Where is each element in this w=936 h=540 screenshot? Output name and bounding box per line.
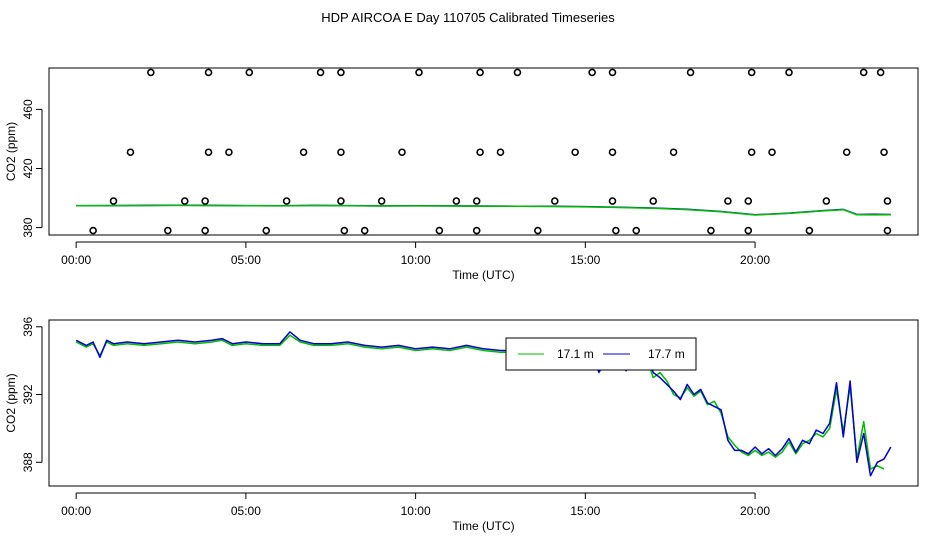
x-tick-label: 15:00	[570, 504, 600, 518]
calibration-point	[747, 68, 756, 77]
calibration-point	[669, 148, 678, 157]
bottom-plot-frame	[48, 319, 919, 487]
y-tick-label: 392	[21, 384, 35, 404]
x-tick-label: 20:00	[740, 253, 770, 267]
top-calibration-points	[89, 68, 892, 235]
calibration-point	[201, 226, 209, 235]
top-y-axis: 380 420 460	[21, 99, 43, 238]
calibration-point	[724, 197, 732, 205]
calibration-point	[340, 226, 349, 235]
calibration-point	[707, 226, 715, 235]
calibration-point	[262, 226, 271, 235]
calibration-point	[282, 197, 291, 205]
x-tick-label: 20:00	[740, 504, 770, 518]
calibration-point	[649, 197, 658, 205]
calibration-point	[612, 226, 620, 235]
calibration-point	[768, 148, 776, 157]
y-tick-label: 460	[21, 99, 35, 119]
calibration-point	[316, 68, 325, 77]
x-tick-label: 00:00	[61, 253, 91, 267]
calibration-point	[472, 226, 481, 235]
bottom-x-axis: 00:00 05:00 10:00 15:00 20:00	[61, 492, 770, 518]
calibration-point	[225, 148, 233, 157]
x-tick-label: 10:00	[401, 504, 431, 518]
calibration-point	[496, 148, 505, 157]
calibration-point	[632, 226, 641, 235]
chart-title: HDP AIRCOA E Day 110705 Calibrated Times…	[321, 10, 615, 25]
calibration-point	[859, 68, 868, 77]
calibration-point	[805, 226, 814, 235]
legend-label-17.7m: 17.7 m	[648, 347, 685, 361]
calibration-point	[880, 148, 888, 157]
calibration-point	[876, 68, 885, 77]
calibration-point	[472, 197, 481, 205]
calibration-point	[476, 68, 484, 77]
top-y-axis-label: CO2 (ppm)	[4, 122, 18, 181]
series-line-blue	[75, 331, 892, 477]
x-tick-label: 00:00	[61, 504, 91, 518]
calibration-point	[513, 68, 522, 77]
calibration-point	[822, 197, 831, 205]
bottom-series	[75, 331, 892, 477]
x-tick-label: 05:00	[231, 504, 261, 518]
calibration-point	[398, 148, 406, 157]
calibration-point	[126, 148, 135, 157]
bottom-y-axis-label: CO2 (ppm)	[4, 373, 18, 432]
calibration-point	[883, 226, 892, 235]
x-tick-label: 10:00	[401, 253, 431, 267]
calibration-point	[147, 68, 155, 77]
top-x-axis: 00:00 05:00 10:00 15:00 20:00	[61, 241, 770, 267]
calibration-point	[608, 68, 617, 77]
calibration-point	[883, 197, 892, 205]
calibration-point	[89, 226, 97, 235]
calibration-point	[452, 197, 461, 205]
calibration-point	[337, 197, 345, 205]
calibration-point	[180, 197, 189, 205]
calibration-point	[415, 68, 423, 77]
calibration-point	[201, 197, 209, 205]
calibration-point	[608, 197, 617, 205]
calibration-point	[571, 148, 579, 157]
calibration-point	[842, 148, 851, 157]
top-plot-frame	[48, 67, 919, 236]
x-tick-label: 15:00	[570, 253, 600, 267]
calibration-point	[588, 68, 596, 77]
calibration-point	[534, 226, 542, 235]
series-line-green	[75, 334, 885, 470]
y-tick-label: 396	[21, 316, 35, 336]
calibration-point	[337, 148, 345, 157]
calibration-point	[109, 197, 118, 205]
calibration-point	[747, 148, 756, 157]
calibration-point	[785, 68, 793, 77]
bottom-y-axis: 388 392 396	[21, 316, 43, 472]
calibration-point	[245, 68, 254, 77]
y-tick-label: 420	[21, 158, 35, 178]
top-panel-timeseries-with-calibrations: 00:00 05:00 10:00 15:00 20:00 380 420 460 Time…	[4, 67, 919, 282]
calibration-point	[550, 197, 559, 205]
bottom-panel-timeseries: 00:00 05:00 10:00 15:00 20:00 388 392 396 Time…	[4, 316, 919, 533]
calibration-point	[360, 226, 369, 235]
calibration-point	[476, 148, 484, 157]
calibration-point	[435, 226, 444, 235]
calibration-point	[744, 226, 753, 235]
y-tick-label: 380	[21, 217, 35, 237]
legend-label-17.1m: 17.1 m	[557, 347, 594, 361]
x-tick-label: 05:00	[231, 253, 261, 267]
top-series	[76, 204, 891, 216]
calibration-point	[608, 148, 617, 157]
top-x-axis-label: Time (UTC)	[452, 268, 514, 282]
legend: 17.1 m 17.7 m	[505, 337, 697, 371]
y-tick-label: 388	[21, 452, 35, 472]
series-line-green	[76, 204, 891, 216]
calibration-point	[299, 148, 308, 157]
calibration-point	[686, 68, 695, 77]
calibration-point	[744, 197, 753, 205]
calibration-point	[377, 197, 386, 205]
calibration-point	[337, 68, 345, 77]
bottom-x-axis-label: Time (UTC)	[452, 519, 514, 533]
calibration-point	[204, 68, 213, 77]
calibration-point	[204, 148, 213, 157]
calibration-point	[164, 226, 172, 235]
